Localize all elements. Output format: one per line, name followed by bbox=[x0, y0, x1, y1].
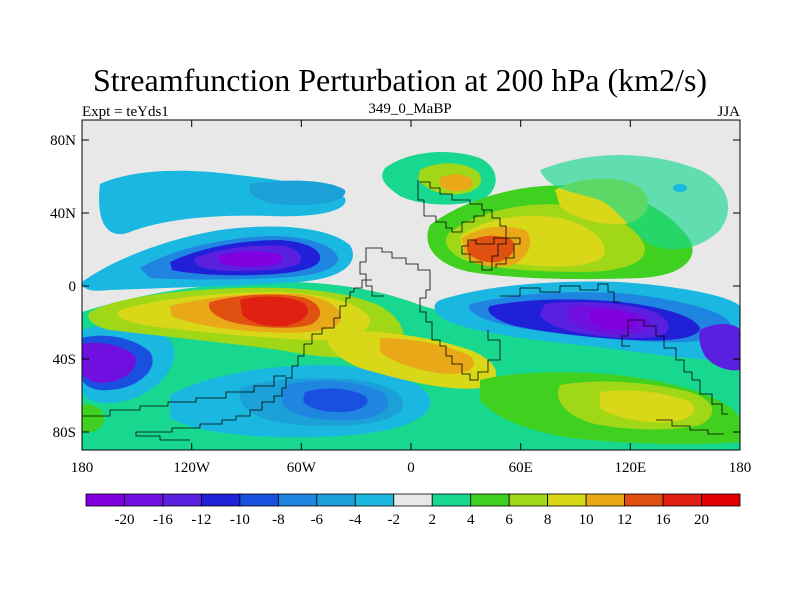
contour-small-neg bbox=[673, 184, 687, 192]
coastline-centralamerica bbox=[353, 279, 372, 292]
colorbar-swatch bbox=[662, 493, 702, 507]
lat-label: 80N bbox=[50, 133, 76, 149]
contour-pos-sw-edge bbox=[82, 404, 105, 433]
colorbar-label: 8 bbox=[544, 512, 552, 528]
colorbar-label: -8 bbox=[272, 512, 285, 528]
colorbar-swatch bbox=[431, 493, 472, 507]
axis-ticks bbox=[81, 120, 741, 450]
experiment-label: Expt = teYds1 bbox=[82, 104, 169, 120]
coastline-australia-w bbox=[621, 319, 634, 347]
lon-label: 120E bbox=[614, 460, 646, 476]
contour-neg-n-20 bbox=[218, 251, 283, 267]
coastline-antarctic bbox=[82, 375, 286, 417]
lon-label: 0 bbox=[407, 460, 415, 476]
colorbar-label: -16 bbox=[153, 512, 173, 528]
coastlines bbox=[82, 180, 728, 441]
coastline-seasia bbox=[500, 283, 620, 303]
coastline-southamerica bbox=[135, 291, 354, 441]
colorbar-swatch bbox=[701, 493, 741, 507]
colorbar-label: 2 bbox=[428, 512, 436, 528]
plot-title: Streamfunction Perturbation at 200 hPa (… bbox=[92, 62, 708, 98]
lat-labels: 80N 40N 0 40S 80S bbox=[50, 133, 76, 441]
lon-label: 180 bbox=[71, 460, 94, 476]
lon-label: 120W bbox=[173, 460, 211, 476]
colorbar-swatch bbox=[316, 493, 356, 507]
time-label: 349_0_MaBP bbox=[368, 101, 452, 117]
colorbar-swatch bbox=[354, 493, 395, 507]
lon-label: 60W bbox=[287, 460, 317, 476]
contour-pos-asia-16 bbox=[467, 235, 515, 263]
colorbar-label: -4 bbox=[349, 512, 362, 528]
colorbar-swatch bbox=[124, 493, 164, 507]
colorbar-swatch bbox=[508, 493, 549, 507]
coastline-australia bbox=[634, 319, 728, 415]
contour-pos-n-12 bbox=[439, 174, 473, 192]
coastline-europe bbox=[417, 180, 485, 233]
contour-field bbox=[82, 120, 740, 450]
season-label: JJA bbox=[717, 104, 740, 120]
colorbar-swatch bbox=[547, 493, 587, 507]
contour-neg-sw-16 bbox=[82, 342, 136, 383]
colorbar-label: 6 bbox=[505, 512, 513, 528]
contour-neg-s-8 bbox=[303, 388, 368, 413]
contour-neg-edge bbox=[699, 324, 740, 371]
contour-neg-e-20 bbox=[590, 309, 640, 330]
coastline-westafrica bbox=[359, 247, 384, 297]
colorbar-label: -20 bbox=[114, 512, 134, 528]
colorbar-swatch bbox=[201, 493, 241, 507]
contour-pos-ne-2 bbox=[540, 155, 729, 250]
colorbar-label: 20 bbox=[694, 512, 709, 528]
coastline-eurasia bbox=[420, 181, 521, 271]
colorbar-label: 16 bbox=[656, 512, 672, 528]
lat-label: 40N bbox=[50, 206, 76, 222]
colorbar-swatch bbox=[624, 493, 664, 507]
colorbar-swatch bbox=[85, 493, 125, 507]
lon-label: 180 bbox=[729, 460, 752, 476]
coastline-africa bbox=[372, 247, 501, 381]
colorbar-swatch bbox=[585, 493, 625, 507]
contour-pos-12-b bbox=[380, 338, 474, 374]
colorbar-label: -12 bbox=[191, 512, 211, 528]
colorbar-label: 10 bbox=[579, 512, 594, 528]
coastline-nz bbox=[656, 419, 724, 435]
lat-label: 0 bbox=[69, 279, 77, 295]
contour-pos-10-se bbox=[600, 390, 695, 423]
colorbar-label: 12 bbox=[617, 512, 632, 528]
contour-neg-nw-4 bbox=[249, 180, 346, 206]
lon-labels: 180 120W 60W 0 60E 120E 180 bbox=[71, 460, 752, 476]
lat-label: 80S bbox=[53, 425, 76, 441]
colorbar-swatch bbox=[277, 493, 318, 507]
colorbar-label: -10 bbox=[230, 512, 250, 528]
colorbar-swatch bbox=[470, 493, 510, 507]
colorbar-label: -6 bbox=[311, 512, 324, 528]
colorbar: -20 -16 -12 -10 -8 -6 -4 -2 2 4 6 8 10 12 16 20 bbox=[85, 493, 741, 528]
colorbar-swatch bbox=[393, 493, 433, 507]
lat-label: 40S bbox=[53, 352, 76, 368]
colorbar-swatch bbox=[239, 493, 279, 507]
lon-label: 60E bbox=[509, 460, 533, 476]
colorbar-swatch bbox=[162, 493, 202, 507]
colorbar-label: 4 bbox=[467, 512, 475, 528]
colorbar-label: -2 bbox=[388, 512, 401, 528]
contour-pos-20 bbox=[240, 296, 309, 327]
